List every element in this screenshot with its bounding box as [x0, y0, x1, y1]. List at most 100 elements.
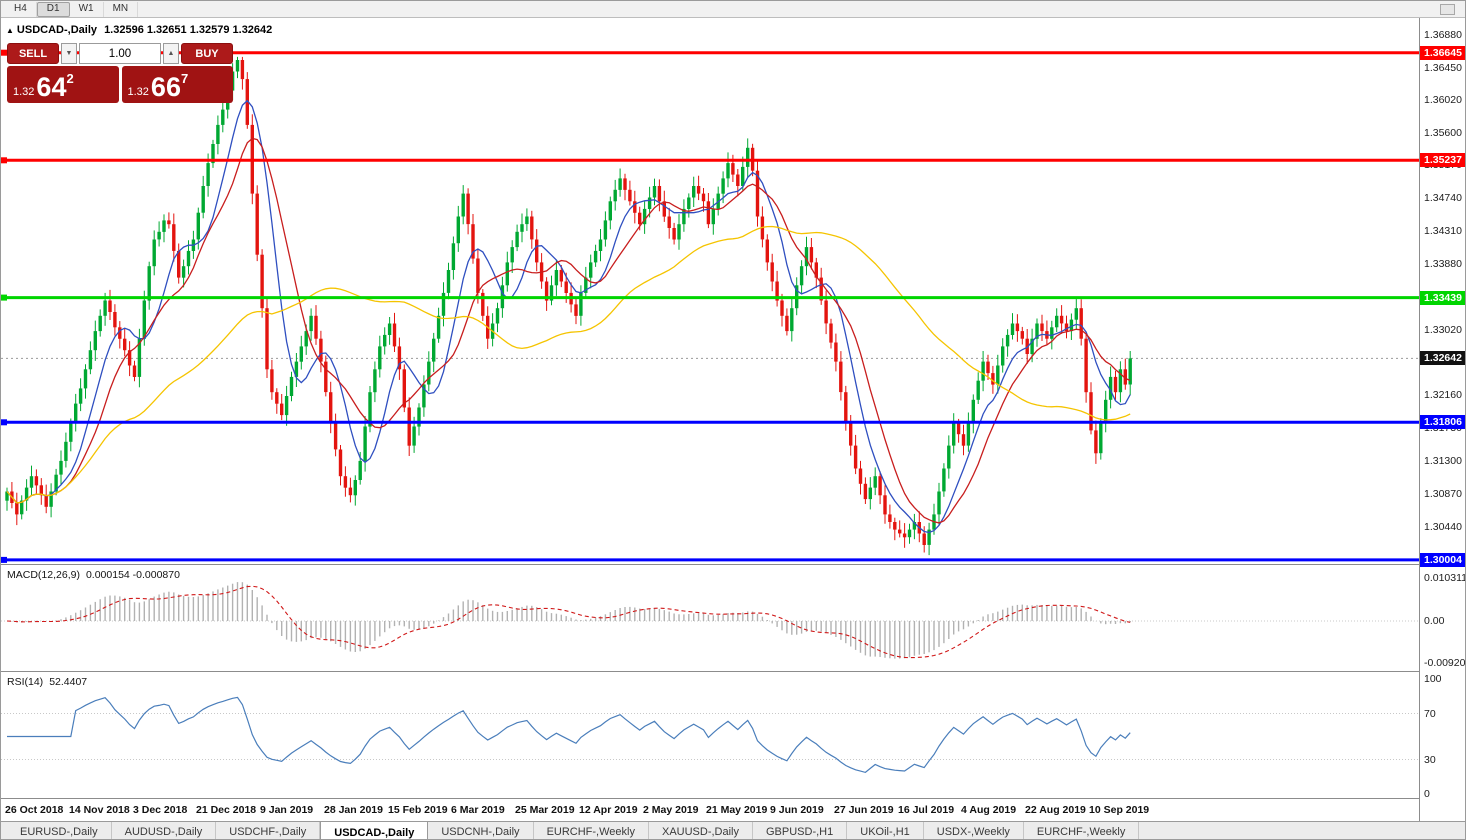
price-axis[interactable]: 1.368801.364501.360201.356001.351701.347…	[1419, 18, 1466, 821]
symbol-tab-eurusddaily[interactable]: EURUSD-,Daily	[7, 822, 112, 839]
macd-name: MACD(12,26,9)	[7, 569, 80, 581]
rsi-axis-label: 30	[1424, 753, 1436, 766]
rsi-line	[7, 696, 1131, 774]
date-axis-label: 12 Apr 2019	[579, 804, 638, 816]
symbol-tab-bar: EURUSD-,Daily AUDUSD-,Daily USDCHF-,Daily U…	[1, 821, 1465, 839]
price-badge: 1.31806	[1420, 415, 1465, 430]
symbol-tab-eurchfweekly[interactable]: EURCHF-,Weekly	[534, 822, 649, 839]
buy-price-display[interactable]: 1.32 66 7	[121, 66, 233, 103]
symbol-tab-usdxweekly[interactable]: USDX-,Weekly	[924, 822, 1024, 839]
date-axis-label: 2 May 2019	[643, 804, 699, 816]
date-axis-label: 22 Aug 2019	[1025, 804, 1086, 816]
price-badge: 1.30004	[1420, 552, 1465, 567]
buy-price-pipette: 7	[180, 71, 189, 86]
date-axis-label: 4 Aug 2019	[961, 804, 1017, 816]
date-axis-label: 9 Jan 2019	[260, 804, 314, 816]
symbol-tab-xauusddaily[interactable]: XAUUSD-,Daily	[649, 822, 753, 839]
date-axis-label: 26 Oct 2018	[5, 804, 64, 816]
line-anchor[interactable]	[1, 556, 7, 563]
date-axis-label: 15 Feb 2019	[388, 804, 448, 816]
date-axis-label: 6 Mar 2019	[451, 804, 505, 816]
moving-average-8	[6, 99, 1131, 534]
ohlc-values: 1.32596 1.32651 1.32579 1.32642	[104, 24, 273, 36]
price-axis-label: 1.36880	[1424, 28, 1462, 41]
timeframe-buttons: H4 D1 W1 MN	[5, 1, 139, 17]
window-control-button[interactable]	[1440, 4, 1455, 15]
price-axis-label: 1.36020	[1424, 94, 1462, 107]
date-axis-label: 14 Nov 2018	[69, 804, 130, 816]
sell-price-display[interactable]: 1.32 64 2	[7, 66, 119, 103]
volume-increase-button[interactable]: ▲	[163, 43, 179, 64]
rsi-indicator-panel[interactable]	[1, 673, 1419, 798]
candlestick-chart[interactable]	[1, 18, 1419, 564]
date-axis-label: 3 Dec 2018	[133, 804, 188, 816]
line-anchor[interactable]	[1, 294, 7, 301]
panel-separator[interactable]	[1, 671, 1465, 672]
candles	[5, 56, 1132, 556]
volume-input[interactable]	[79, 43, 161, 64]
rsi-value: 52.4407	[49, 676, 88, 688]
sell-price-pipette: 2	[66, 71, 74, 86]
rsi-axis-label: 70	[1424, 707, 1436, 720]
date-axis-label: 28 Jan 2019	[324, 804, 383, 816]
date-axis-label: 21 Dec 2018	[196, 804, 257, 816]
trade-controls-row: SELL ▼ ▲ BUY	[7, 43, 233, 64]
chevron-up-icon: ▲	[167, 50, 175, 57]
line-anchor[interactable]	[1, 157, 7, 164]
timeframe-button-mn[interactable]: MN	[104, 1, 139, 17]
price-axis-label: 1.34740	[1424, 192, 1462, 205]
rsi-label: RSI(14) 52.4407	[7, 676, 87, 688]
collapse-icon: ▲	[6, 26, 14, 35]
symbol-tab-gbpusdh1[interactable]: GBPUSD-,H1	[753, 822, 848, 839]
macd-axis-label: 0.00	[1424, 615, 1445, 627]
price-badge: 1.33439	[1420, 290, 1465, 305]
price-axis-label: 1.32160	[1424, 389, 1462, 402]
price-axis-label: 1.30440	[1424, 520, 1462, 533]
price-axis-label: 1.34310	[1424, 225, 1462, 238]
macd-label: MACD(12,26,9) 0.000154 -0.000870	[7, 569, 180, 581]
macd-values: 0.000154 -0.000870	[85, 569, 180, 581]
trade-prices-row: 1.32 64 2 1.32 66 7	[7, 66, 233, 103]
moving-average-13	[6, 137, 1131, 524]
volume-decrease-button[interactable]: ▼	[61, 43, 77, 64]
price-axis-label: 1.33880	[1424, 257, 1462, 270]
timeframe-toolbar: H4 D1 W1 MN	[1, 1, 1465, 18]
buy-button[interactable]: BUY	[181, 43, 233, 64]
macd-indicator-panel[interactable]	[1, 566, 1419, 671]
symbol-tab-ukoilh1[interactable]: UKOil-,H1	[847, 822, 924, 839]
date-axis-label: 25 Mar 2019	[515, 804, 575, 816]
symbol-tab-usdcaddaily[interactable]: USDCAD-,Daily	[320, 821, 429, 839]
time-axis[interactable]: 26 Oct 2018 14 Nov 2018 3 Dec 2018 21 Dec 2…	[1, 799, 1419, 821]
timeframe-button-d1[interactable]: D1	[36, 1, 70, 17]
sell-price-prefix: 1.32	[13, 86, 35, 98]
price-axis-label: 1.31300	[1424, 454, 1462, 467]
symbol-period-label: USDCAD-,Daily	[16, 24, 97, 36]
line-anchor[interactable]	[1, 49, 7, 56]
sell-price-pips: 64	[36, 72, 67, 102]
chevron-down-icon: ▼	[65, 50, 73, 57]
symbol-tab-usdchfdaily[interactable]: USDCHF-,Daily	[216, 822, 321, 839]
sell-button[interactable]: SELL	[7, 43, 59, 64]
date-axis-label: 16 Jul 2019	[898, 804, 955, 816]
price-badge: 1.36645	[1420, 45, 1465, 60]
price-axis-label: 1.35600	[1424, 126, 1462, 139]
line-anchor[interactable]	[1, 419, 7, 426]
price-axis-label: 1.36450	[1424, 61, 1462, 74]
moving-average-55	[6, 225, 1131, 504]
price-badge: 1.32642	[1420, 351, 1465, 366]
chart-title: ▲ USDCAD-,Daily 1.32596 1.32651 1.32579 1…	[6, 24, 272, 36]
symbol-tab-eurchfweekly[interactable]: EURCHF-,Weekly	[1024, 822, 1140, 839]
symbol-tab-audusddaily[interactable]: AUDUSD-,Daily	[112, 822, 217, 839]
panel-separator[interactable]	[1, 564, 1465, 565]
macd-axis-label: 0.010311	[1424, 572, 1466, 584]
rsi-name: RSI(14)	[7, 676, 44, 688]
date-axis-label: 10 Sep 2019	[1089, 804, 1150, 816]
timeframe-button-w1[interactable]: W1	[70, 1, 104, 17]
timeframe-button-h4[interactable]: H4	[5, 1, 37, 17]
buy-price-prefix: 1.32	[127, 86, 149, 98]
buy-price-pips: 66	[150, 72, 181, 102]
symbol-tab-usdcnhdaily[interactable]: USDCNH-,Daily	[428, 822, 534, 839]
macd-histogram	[11, 582, 1131, 659]
